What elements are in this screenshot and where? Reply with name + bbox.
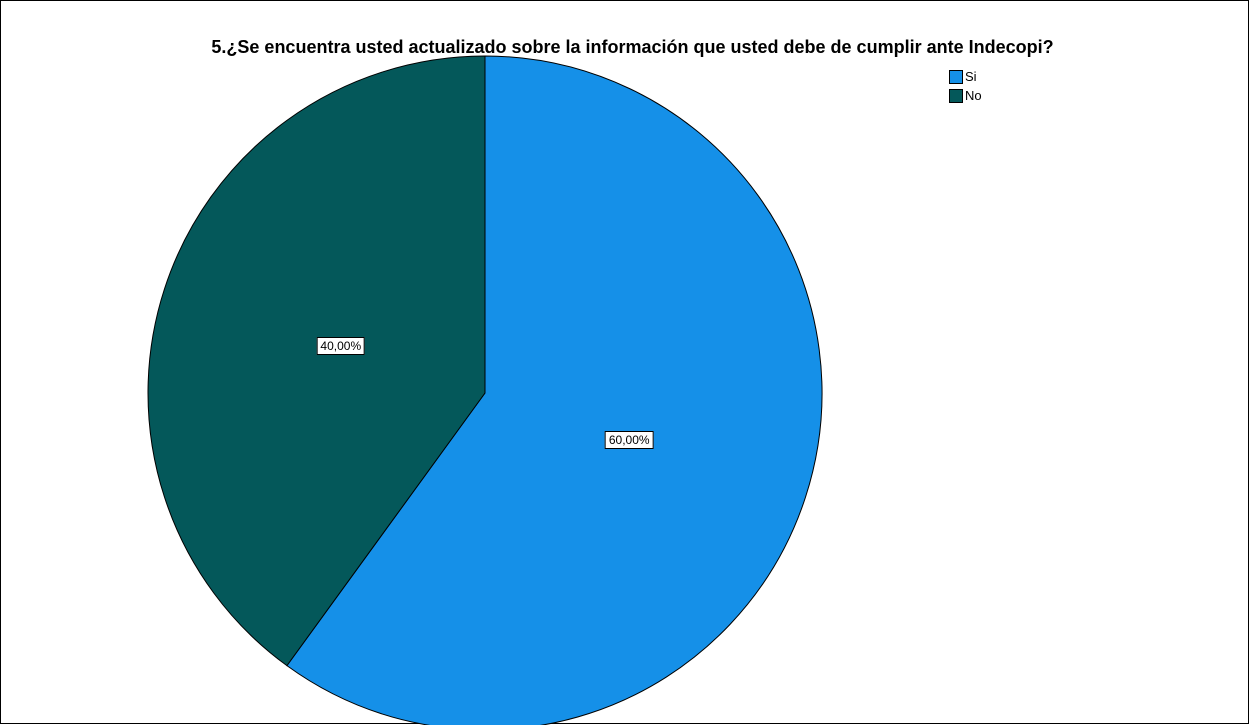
legend: Si No <box>949 69 982 107</box>
legend-label-no: No <box>965 88 982 103</box>
pie-slice-no <box>147 55 486 667</box>
legend-label-si: Si <box>965 69 977 84</box>
slice-label-no: 40,00% <box>316 337 366 356</box>
chart-title: 5.¿Se encuentra usted actualizado sobre … <box>211 37 1054 57</box>
legend-item-no: No <box>949 88 982 104</box>
legend-item-si: Si <box>949 69 982 85</box>
pie-slice-si <box>286 55 823 725</box>
legend-swatch-si <box>949 70 963 84</box>
slice-label-si: 60,00% <box>604 430 654 449</box>
legend-swatch-no <box>949 89 963 103</box>
